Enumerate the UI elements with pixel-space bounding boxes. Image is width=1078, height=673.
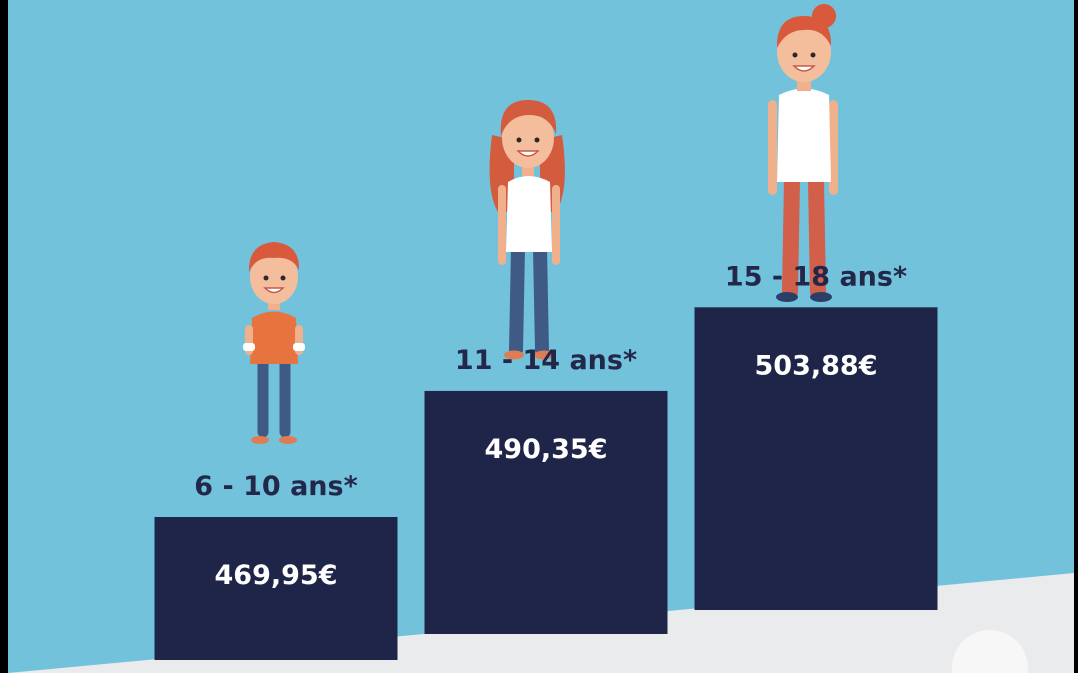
value-label-15-18: 503,88€	[755, 350, 878, 381]
bar-1	[424, 390, 668, 634]
bar-2	[694, 307, 938, 610]
ground-bubble	[952, 630, 1028, 673]
age-label-15-18: 15 - 18 ans*	[725, 261, 907, 292]
bars-group	[154, 307, 938, 660]
boy-illustration	[243, 242, 305, 444]
value-label-6-10: 469,95€	[215, 560, 338, 591]
teen-illustration	[768, 4, 838, 302]
age-label-11-14: 11 - 14 ans*	[455, 345, 637, 376]
value-label-11-14: 490,35€	[485, 434, 608, 465]
bar-0	[154, 517, 398, 660]
age-label-6-10: 6 - 10 ans*	[194, 471, 357, 502]
girl-illustration	[489, 100, 565, 360]
